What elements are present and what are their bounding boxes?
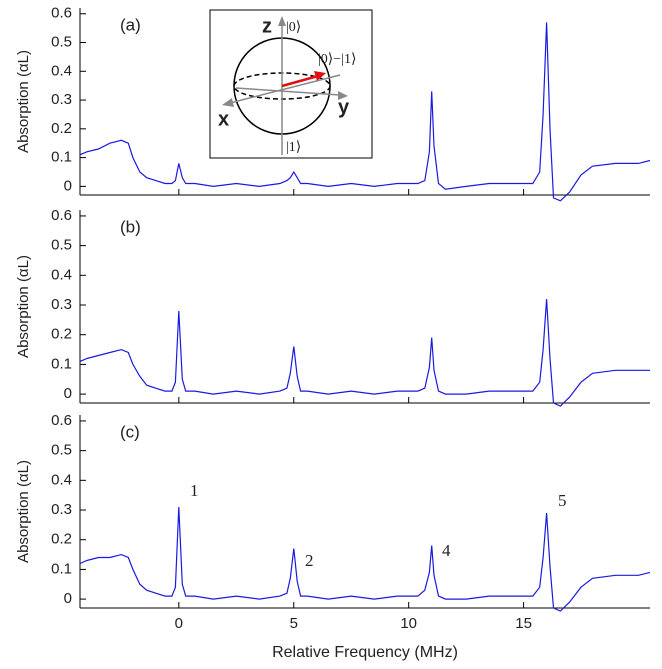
panel-label: (a) (120, 15, 141, 34)
y-tick-label: 0.3 (51, 296, 72, 313)
peak-label: 4 (442, 541, 451, 560)
ket-1: |1⟩ (286, 140, 301, 155)
y-axis-label: Absorption (αL) (15, 50, 32, 153)
state-vector (281, 74, 319, 88)
y-tick-label: 0 (64, 177, 72, 194)
spectrum-line (79, 299, 650, 407)
y-tick-label: 0.1 (51, 560, 72, 577)
z-label: z (262, 15, 272, 37)
x-tick-label: 0 (175, 615, 183, 632)
y-tick-label: 0.2 (51, 326, 72, 343)
spectrum-line (79, 22, 651, 202)
x-arrow (222, 98, 234, 107)
ket-state: |0⟩−|1⟩ (318, 52, 356, 67)
y-tick-label: 0.3 (51, 501, 72, 518)
bloch-inset: z x y |0⟩ |1⟩ |0⟩−|1⟩ (209, 9, 373, 159)
y-tick-label: 0.6 (51, 5, 72, 22)
z-arrow (278, 16, 286, 26)
y-tick-label: 0.2 (51, 531, 72, 548)
peak-label: 2 (305, 551, 314, 570)
y-tick-label: 0.6 (51, 207, 72, 224)
ket-0: |0⟩ (286, 20, 301, 35)
spectrum-line (79, 506, 651, 612)
y-tick-label: 0.1 (51, 355, 72, 372)
y-tick-label: 0.4 (51, 471, 72, 488)
y-tick-label: 0.6 (51, 412, 72, 429)
y-tick-label: 0.5 (51, 442, 72, 459)
y-tick-label: 0.5 (51, 237, 72, 254)
y-axis-label: Absorption (αL) (15, 460, 32, 563)
y-tick-label: 0.5 (51, 33, 72, 50)
y-arrow (338, 91, 348, 100)
y-tick-label: 0.3 (51, 91, 72, 108)
y-axis-3d (235, 87, 341, 96)
y-tick-label: 0.2 (51, 120, 72, 137)
x-axis-3d (229, 74, 341, 104)
x-label: x (218, 108, 229, 130)
x-axis-label: Relative Frequency (MHz) (272, 644, 458, 661)
peak-label: 1 (190, 481, 199, 500)
y-tick-label: 0.4 (51, 266, 72, 283)
y-tick-label: 0 (64, 590, 72, 607)
x-tick-label: 15 (515, 615, 532, 632)
y-tick-label: 0 (64, 385, 72, 402)
panel-label: (c) (120, 422, 140, 441)
y-axis-label: Absorption (αL) (15, 255, 32, 358)
peak-label: 5 (558, 491, 567, 510)
y-label: y (338, 96, 350, 118)
y-tick-label: 0.4 (51, 62, 72, 79)
y-tick-label: 0.1 (51, 149, 72, 166)
panel-label: (b) (120, 217, 141, 236)
state-arrow (314, 71, 326, 81)
x-tick-label: 10 (400, 615, 417, 632)
x-tick-label: 5 (290, 615, 298, 632)
